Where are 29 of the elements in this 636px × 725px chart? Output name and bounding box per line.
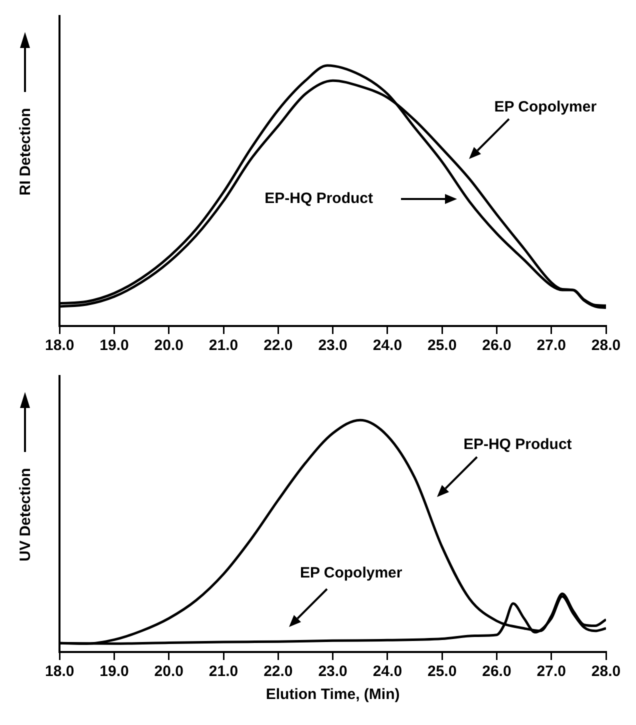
x-tick-label: 25.0 [427,337,457,354]
x-axis-title: Elution Time, (Min) [266,686,400,704]
x-tick-label: 28.0 [591,337,621,354]
x-tick-label: 20.0 [154,337,184,354]
x-tick-label: 22.0 [264,337,293,354]
x-tick-label: 28.0 [591,663,621,680]
x-tick-label: 24.0 [372,337,402,354]
x-tick-label: 23.0 [318,337,348,354]
annotation: EP-HQ Product [264,190,374,208]
x-tick-label: 24.0 [372,663,402,680]
x-tick-label: 18.0 [44,663,74,680]
y-axis-title: RI Detection [16,108,34,196]
x-tick-label: 21.0 [208,337,238,354]
x-tick-label: 25.0 [427,663,457,680]
x-tick-label: 27.0 [536,337,566,354]
x-tick-label: 23.0 [318,663,348,680]
x-tick-label: 22.0 [264,663,293,680]
y-axis-title: UV Detection [16,468,34,562]
x-tick-label: 21.0 [208,663,238,680]
x-tick-label: 20.0 [154,663,184,680]
annotation: EP-HQ Product [463,436,572,453]
x-tick-label: 26.0 [482,663,512,680]
x-tick-label: 27.0 [536,663,566,680]
annotation: EP Copolymer [300,564,402,582]
x-tick-label: 19.0 [100,663,129,680]
x-tick-label: 26.0 [482,337,512,354]
x-tick-label: 19.0 [100,337,129,354]
annotation: EP Copolymer [494,98,597,116]
x-tick-label: 18.0 [44,337,74,354]
